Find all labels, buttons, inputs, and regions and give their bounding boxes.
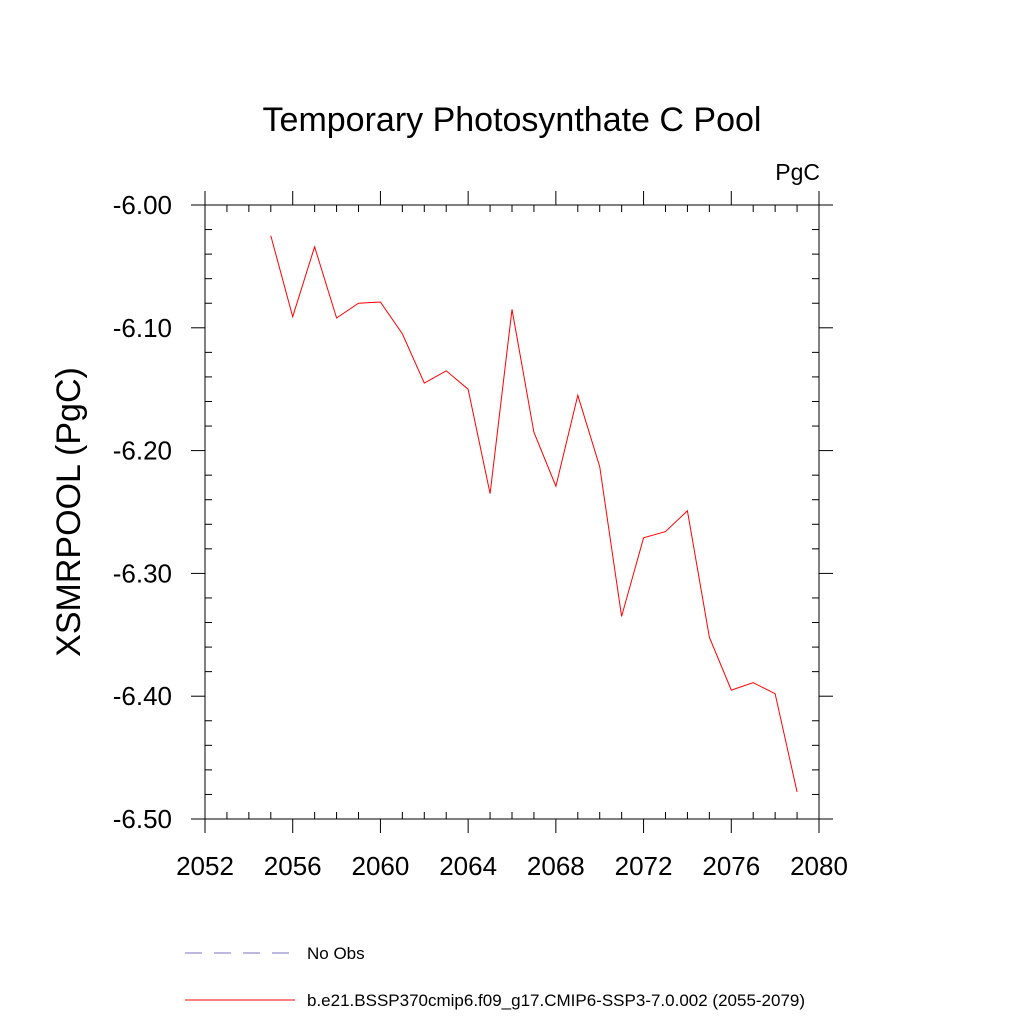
data-point <box>423 382 426 385</box>
data-point <box>620 615 623 618</box>
x-tick-label: 2080 <box>790 851 848 881</box>
plot-frame <box>204 204 820 820</box>
series-line-0 <box>270 235 798 793</box>
legend-label: No Obs <box>307 944 365 963</box>
x-tick-label: 2052 <box>176 851 234 881</box>
y-tick-label: -6.30 <box>113 558 172 588</box>
chart-title: Temporary Photosynthate C Pool <box>263 101 762 139</box>
data-point <box>598 465 601 468</box>
y-tick-label: -6.20 <box>113 436 172 466</box>
data-point <box>532 431 535 434</box>
units-label: PgC <box>775 159 820 185</box>
data-point <box>796 790 799 793</box>
data-point <box>664 530 667 533</box>
x-tick-label: 2076 <box>702 851 760 881</box>
x-tick-label: 2064 <box>439 851 497 881</box>
data-point <box>554 485 557 488</box>
y-tick-label: -6.50 <box>113 804 172 834</box>
y-tick-label: -6.10 <box>113 313 172 343</box>
data-point <box>379 301 382 304</box>
data-point <box>291 315 294 318</box>
data-point <box>511 308 514 311</box>
legend-label: b.e21.BSSP370cmip6.f09_g17.CMIP6-SSP3-7.… <box>307 991 805 1010</box>
data-point <box>489 492 492 495</box>
legend: No Obs b.e21.BSSP370cmip6.f09_g17.CMIP6-S… <box>185 944 805 1010</box>
data-point <box>335 316 338 319</box>
data-point <box>752 681 755 684</box>
data-point <box>313 245 316 248</box>
data-point <box>445 369 448 372</box>
data-point <box>774 692 777 695</box>
data-point <box>686 509 689 512</box>
data-point <box>467 388 470 391</box>
x-tick-label: 2060 <box>352 851 410 881</box>
x-tick-label: 2072 <box>615 851 673 881</box>
series-lines <box>269 234 799 793</box>
data-point <box>269 234 272 237</box>
x-tick-label: 2068 <box>527 851 585 881</box>
y-tick-label: -6.00 <box>113 190 172 220</box>
y-tick-label: -6.40 <box>113 681 172 711</box>
data-point <box>357 302 360 305</box>
data-point <box>401 332 404 335</box>
x-tick-label: 2056 <box>264 851 322 881</box>
data-point <box>708 636 711 639</box>
data-point <box>576 394 579 397</box>
data-point <box>730 689 733 692</box>
y-axis-label: XSMRPOOL (PgC) <box>50 367 88 657</box>
axis-ticks: 2052 2056 2060 2064 2068 2072 2076 2080 -6.00 -6.… <box>113 190 848 881</box>
data-point <box>642 536 645 539</box>
